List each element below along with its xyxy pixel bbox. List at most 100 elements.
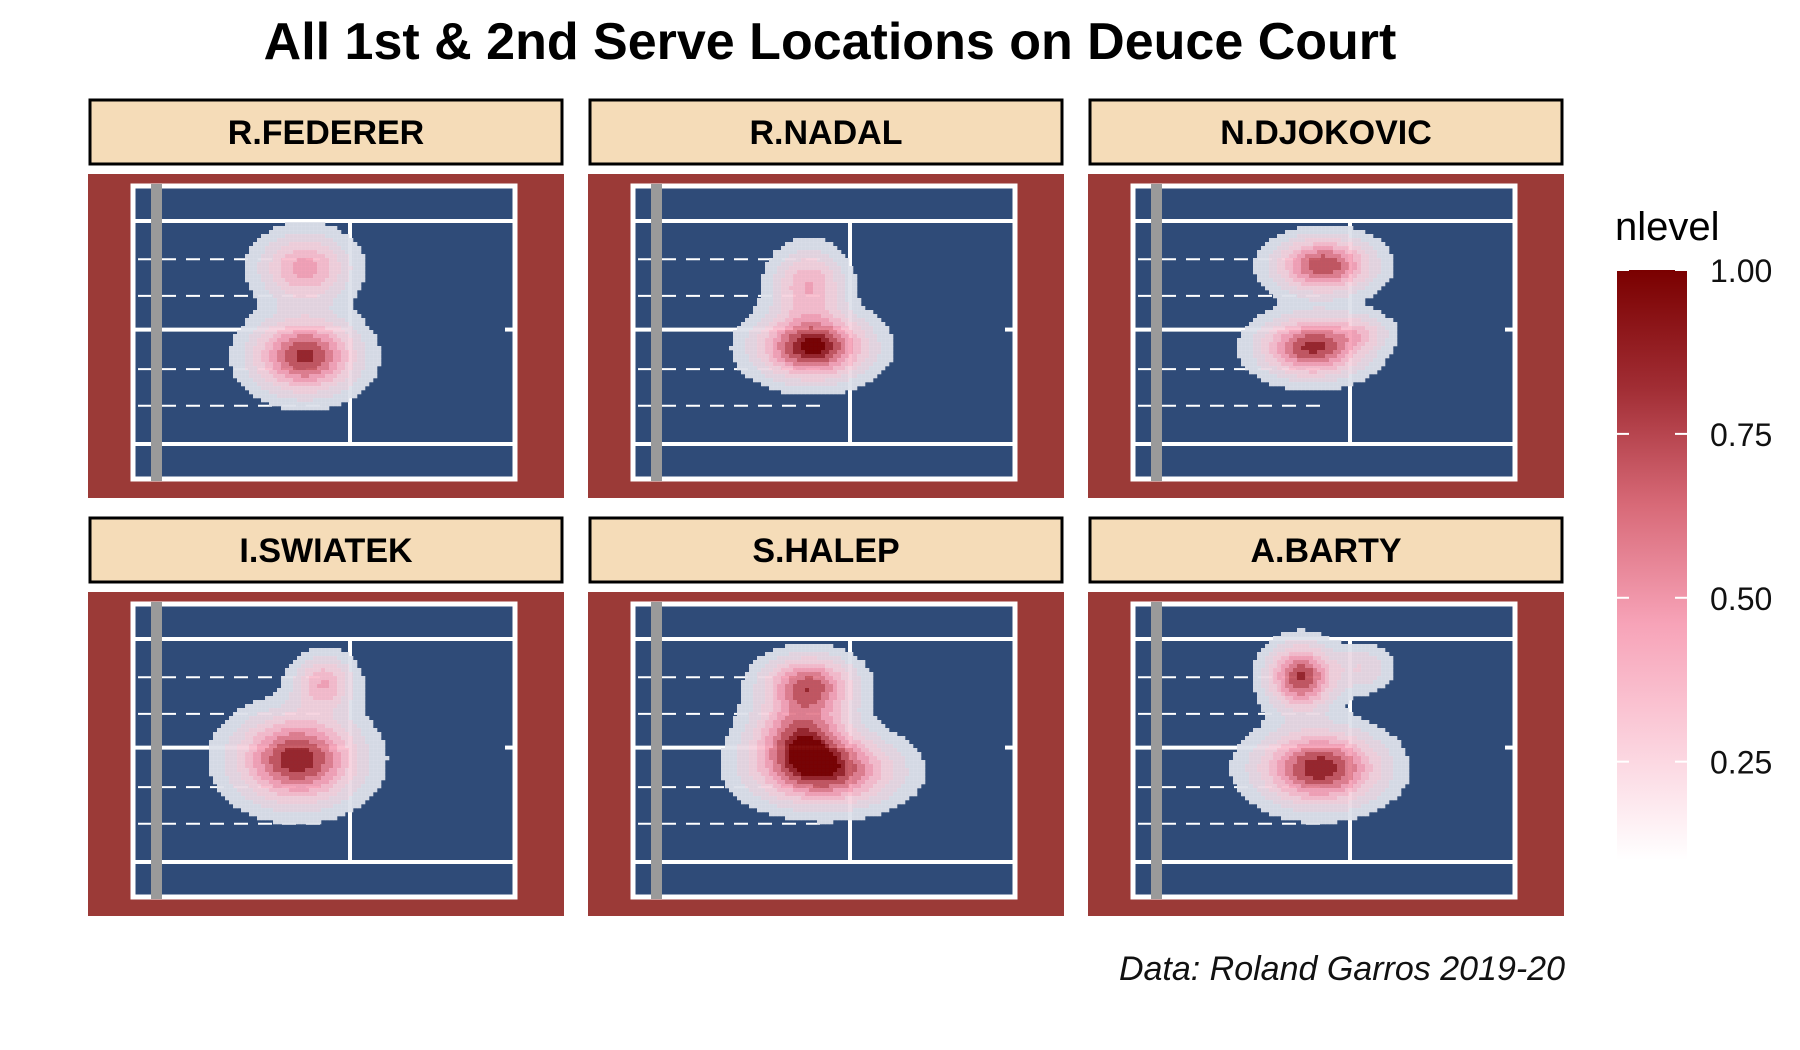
- density-cell: [353, 318, 358, 323]
- density-cell: [1369, 318, 1374, 323]
- density-cell: [269, 290, 274, 295]
- density-cell: [1305, 374, 1310, 379]
- density-cell: [345, 330, 350, 335]
- density-cell: [777, 298, 782, 303]
- density-cell: [301, 676, 306, 681]
- density-cell: [1345, 362, 1350, 367]
- density-cell: [297, 768, 302, 773]
- density-cell: [313, 748, 318, 753]
- density-cell: [781, 386, 786, 391]
- density-cell: [237, 740, 242, 745]
- density-cell: [297, 282, 302, 287]
- density-cell: [293, 366, 298, 371]
- density-cell: [833, 322, 838, 327]
- density-cell: [1305, 314, 1310, 319]
- density-cell: [305, 668, 310, 673]
- density-cell: [309, 772, 314, 777]
- density-cell: [805, 278, 810, 283]
- density-cell: [1281, 286, 1286, 291]
- density-cell: [325, 676, 330, 681]
- density-cell: [805, 322, 810, 327]
- density-cell: [309, 740, 314, 745]
- density-cell: [329, 286, 334, 291]
- density-cell: [321, 378, 326, 383]
- density-cell: [273, 282, 278, 287]
- density-cell: [1309, 346, 1314, 351]
- density-cell: [249, 250, 254, 255]
- density-cell: [249, 780, 254, 785]
- density-cell: [317, 676, 322, 681]
- density-cell: [321, 354, 326, 359]
- density-cell: [365, 346, 370, 351]
- density-cell: [817, 322, 822, 327]
- density-cell: [249, 744, 254, 749]
- density-cell: [277, 370, 282, 375]
- density-cell: [1377, 362, 1382, 367]
- density-cell: [1357, 298, 1362, 303]
- density-cell: [313, 800, 318, 805]
- density-cell: [773, 258, 778, 263]
- density-cell: [373, 358, 378, 363]
- density-cell: [857, 342, 862, 347]
- density-cell: [1357, 346, 1362, 351]
- density-cell: [245, 370, 250, 375]
- density-cell: [237, 728, 242, 733]
- density-cell: [785, 246, 790, 251]
- density-cell: [321, 386, 326, 391]
- density-cell: [309, 680, 314, 685]
- density-cell: [1309, 302, 1314, 307]
- density-cell: [285, 692, 290, 697]
- density-cell: [805, 282, 810, 287]
- density-cell: [333, 362, 338, 367]
- density-cell: [853, 386, 858, 391]
- density-cell: [1273, 306, 1278, 311]
- density-cell: [757, 318, 762, 323]
- density-cell: [1317, 258, 1322, 263]
- density-cell: [817, 278, 822, 283]
- density-cell: [353, 672, 358, 677]
- density-cell: [345, 382, 350, 387]
- density-cell: [1333, 226, 1338, 231]
- density-cell: [757, 306, 762, 311]
- density-cell: [789, 314, 794, 319]
- density-cell: [325, 378, 330, 383]
- density-cell: [813, 238, 818, 243]
- density-cell: [277, 712, 282, 717]
- density-cell: [805, 238, 810, 243]
- density-cell: [257, 756, 262, 761]
- density-cell: [845, 382, 850, 387]
- density-cell: [789, 374, 794, 379]
- density-cell: [221, 776, 226, 781]
- density-cell: [785, 294, 790, 299]
- density-cell: [301, 370, 306, 375]
- density-cell: [305, 652, 310, 657]
- density-cell: [317, 772, 322, 777]
- density-cell: [1349, 322, 1354, 327]
- density-cell: [1349, 230, 1354, 235]
- density-cell: [289, 390, 294, 395]
- density-cell: [1317, 242, 1322, 247]
- density-cell: [825, 362, 830, 367]
- density-cell: [1305, 298, 1310, 303]
- density-cell: [353, 294, 358, 299]
- density-cell: [297, 242, 302, 247]
- density-cell: [1305, 290, 1310, 295]
- density-cell: [297, 756, 302, 761]
- density-cell: [293, 724, 298, 729]
- density-cell: [309, 394, 314, 399]
- density-cell: [1281, 330, 1286, 335]
- density-cell: [1273, 370, 1278, 375]
- density-cell: [865, 342, 870, 347]
- density-cell: [1357, 378, 1362, 383]
- density-cell: [777, 334, 782, 339]
- density-cell: [881, 334, 886, 339]
- density-cell: [317, 226, 322, 231]
- density-cell: [1333, 298, 1338, 303]
- density-cell: [333, 306, 338, 311]
- density-cell: [793, 250, 798, 255]
- density-cell: [1309, 318, 1314, 323]
- density-cell: [1325, 290, 1330, 295]
- density-cell: [245, 708, 250, 713]
- density-cell: [757, 338, 762, 343]
- density-cell: [277, 262, 282, 267]
